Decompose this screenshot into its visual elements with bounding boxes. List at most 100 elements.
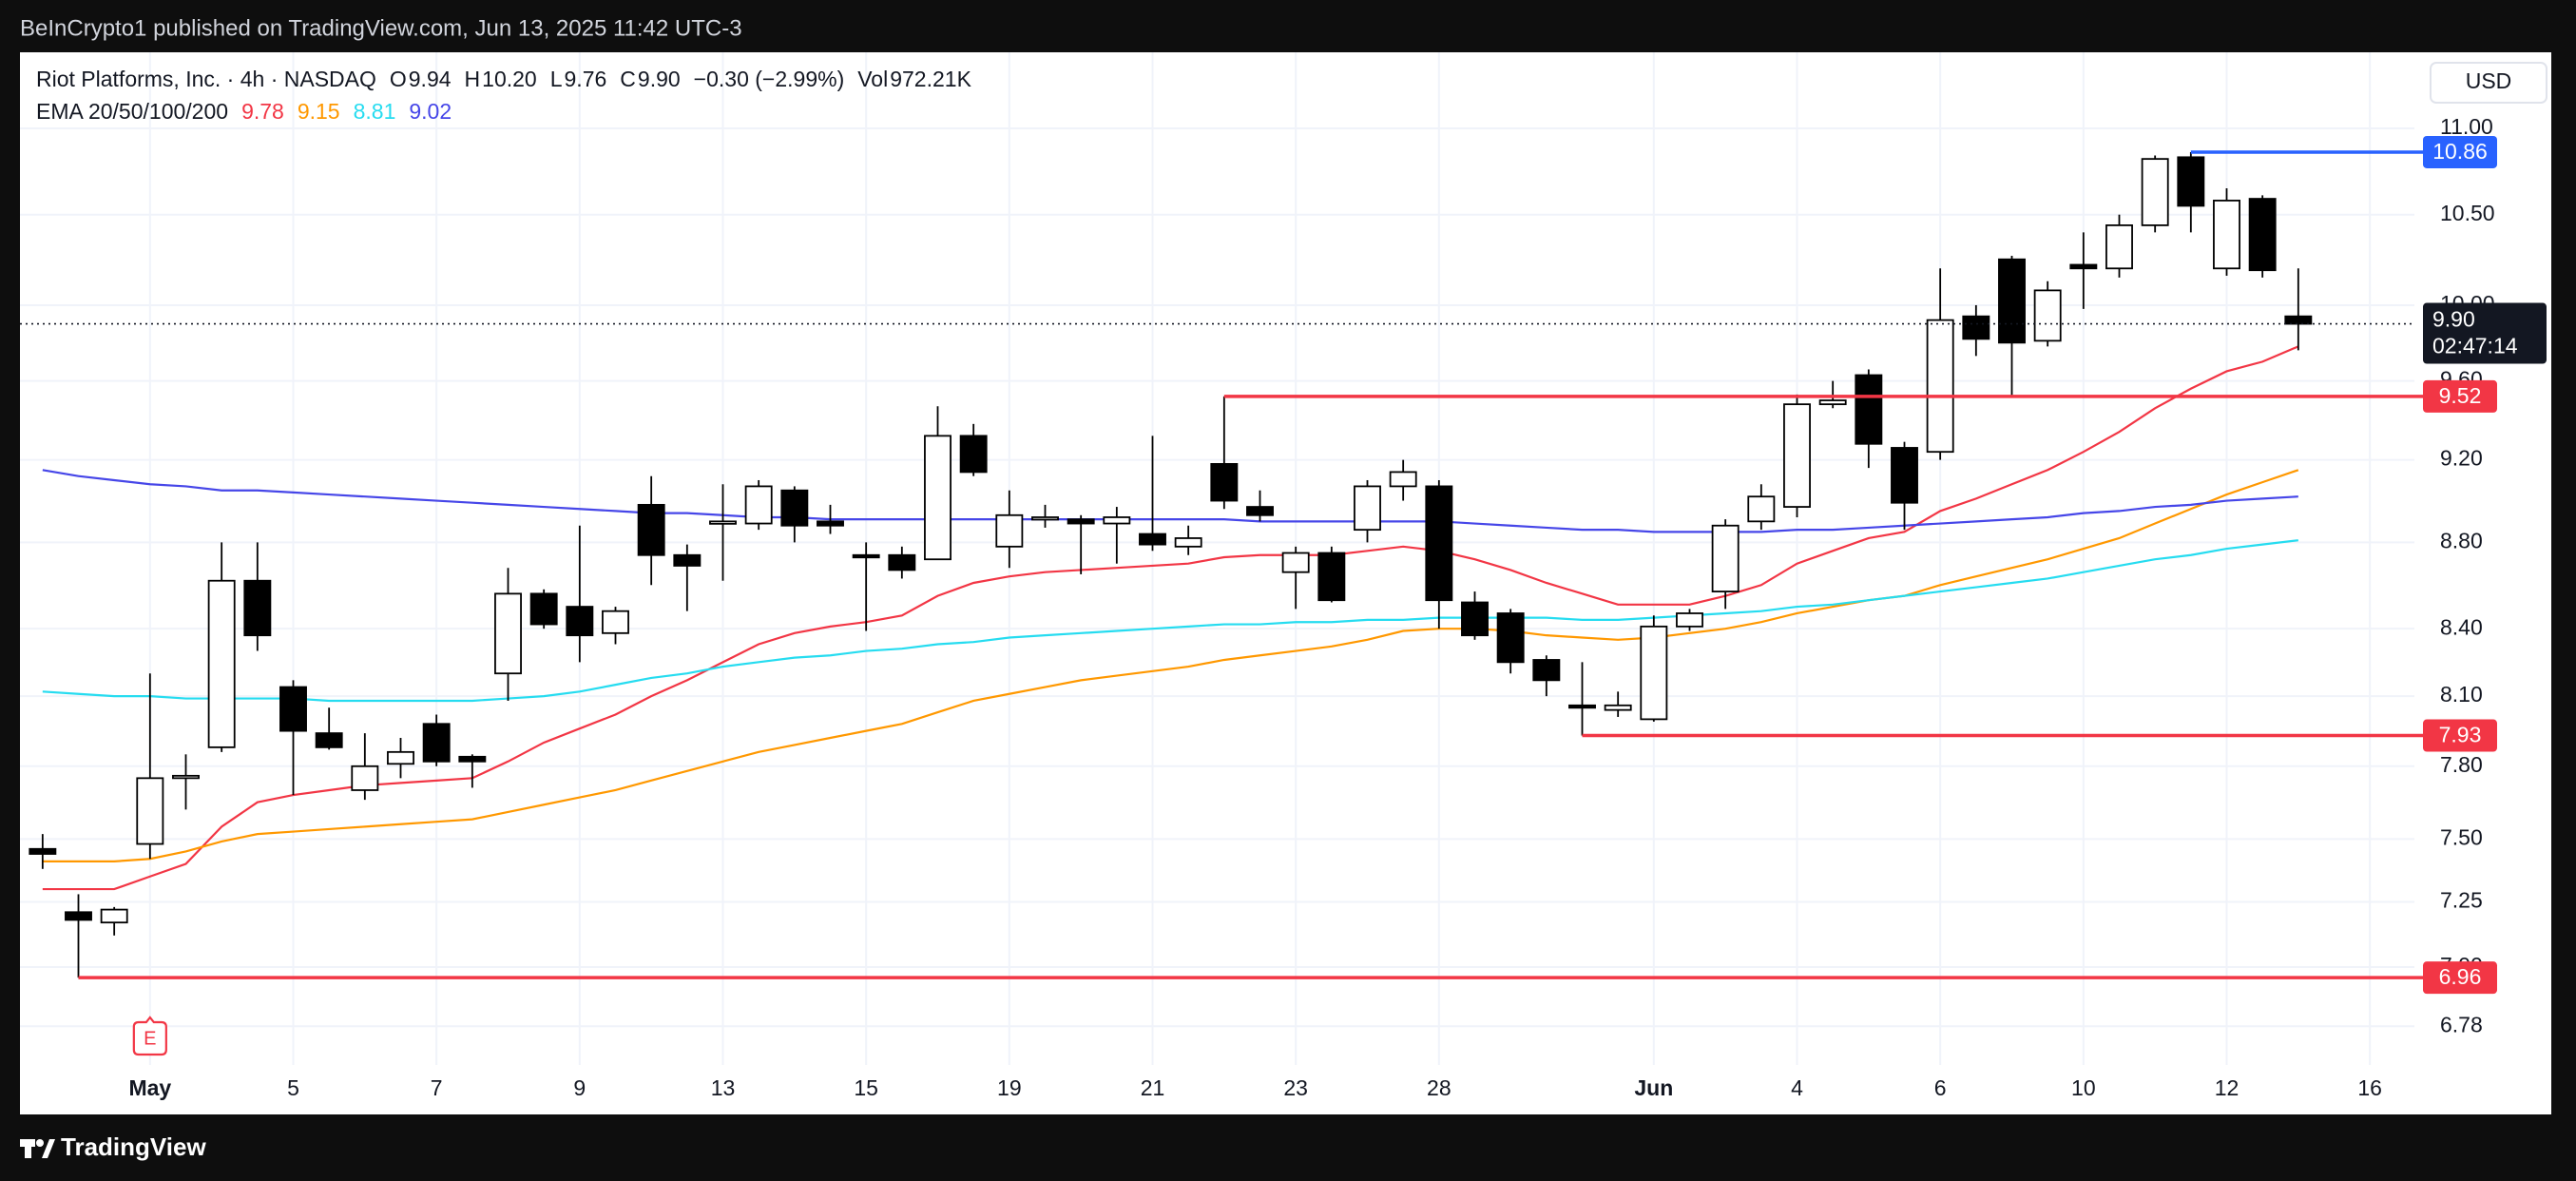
event-marker[interactable] [132, 1016, 167, 1056]
ohlc-key: C [620, 67, 636, 91]
chart-panel [20, 52, 2551, 1114]
candle-body [2284, 315, 2313, 325]
ohlc-value: 9.76 [565, 67, 607, 91]
last-price-tag [2423, 302, 2547, 364]
candle-body [1818, 399, 1847, 406]
candle-body [817, 520, 844, 527]
event-marker-label[interactable]: E [144, 1028, 156, 1049]
candle-body [1246, 506, 1274, 516]
footer-logo [20, 1139, 55, 1158]
candle-body [1281, 552, 1310, 573]
candle-body [2248, 198, 2277, 272]
x-tick-label: 6 [1934, 1075, 1947, 1100]
candle-body [172, 774, 200, 780]
candle-body [1640, 625, 1668, 721]
ohlc-value: 9.90 [638, 67, 681, 91]
candle-body [1676, 612, 1703, 628]
candle-body [2141, 158, 2169, 226]
currency-label[interactable]: USD [2466, 68, 2512, 93]
ohlc-key: H [465, 67, 481, 91]
candle-body [1711, 524, 1740, 592]
x-tick-label: 9 [573, 1075, 586, 1100]
countdown-label: 02:47:14 [2432, 334, 2518, 358]
candle-body [2033, 289, 2062, 342]
candle-body [1031, 516, 1059, 521]
candle-body [1461, 601, 1489, 637]
candle-body [494, 592, 522, 675]
candle-body [422, 723, 451, 763]
candle-body [100, 908, 128, 924]
y-tick-label: 8.10 [2440, 682, 2483, 707]
candle-body [1354, 485, 1381, 532]
x-tick-label: 13 [711, 1075, 736, 1100]
y-tick-label: 8.40 [2440, 614, 2483, 639]
candle-body [709, 520, 737, 525]
candle-body [529, 592, 558, 626]
candle-body [1174, 537, 1202, 548]
volume-key: Vol [857, 67, 888, 91]
x-tick-label: 21 [1141, 1075, 1165, 1100]
attribution: BeInCrypto1 published on TradingView.com… [20, 15, 742, 41]
ema-line [42, 469, 2298, 533]
ohlc-key: O [390, 67, 407, 91]
level-tag [2423, 135, 2497, 168]
candle-body [65, 911, 92, 921]
candle-body [1496, 612, 1525, 664]
candle-body [1604, 704, 1632, 711]
x-tick-label: 10 [2071, 1075, 2096, 1100]
x-tick-label: 28 [1427, 1075, 1451, 1100]
candle-body [1389, 471, 1417, 488]
plot-area [20, 151, 2414, 978]
y-tick-label: 7.50 [2440, 824, 2483, 849]
level-label: 10.86 [2432, 139, 2488, 164]
x-tick-label: 23 [1283, 1075, 1308, 1100]
y-tick-label: 6.78 [2440, 1012, 2483, 1036]
level-tag [2423, 719, 2497, 752]
candle-body [888, 553, 916, 571]
logo-part [25, 1139, 31, 1158]
candle-body [351, 765, 379, 791]
candle-body [1783, 403, 1811, 508]
candle-body [1532, 659, 1561, 682]
ema-line [42, 469, 2299, 862]
candle-body [1998, 258, 2026, 344]
symbol-title: Riot Platforms, Inc. · 4h · NASDAQ [36, 67, 376, 91]
ohlc-key: L [550, 67, 563, 91]
candle-body [279, 686, 307, 732]
y-tick-label: 7.80 [2440, 752, 2483, 777]
last-price-label: 9.90 [2432, 307, 2475, 332]
x-tick-label: 16 [2357, 1075, 2382, 1100]
ohlc-value: 9.94 [409, 67, 452, 91]
indicator-value: 9.02 [409, 99, 452, 124]
x-tick-label: 7 [431, 1075, 443, 1100]
indicator-value: 9.15 [298, 99, 340, 124]
indicator-value: 8.81 [354, 99, 396, 124]
symbol-legend: Riot Platforms, Inc. · 4h · NASDAQ O9.94 H… [36, 67, 972, 91]
x-tick-label: 5 [287, 1075, 299, 1100]
candle-body [243, 579, 272, 637]
candle-body [2177, 156, 2205, 207]
candle-body [1425, 485, 1453, 602]
y-tick-label: 7.25 [2440, 888, 2483, 913]
x-tick-label: 19 [997, 1075, 1022, 1100]
candle-body [1568, 704, 1596, 709]
level-tag [2423, 379, 2497, 413]
candle-body [566, 606, 594, 637]
candle-body [995, 513, 1024, 548]
candle-body [2213, 200, 2240, 270]
candle-body [780, 489, 809, 527]
currency-button[interactable] [2430, 62, 2547, 104]
candle-body [1317, 552, 1346, 602]
candle-body [959, 435, 988, 474]
level-tag [2423, 961, 2497, 995]
candle-body [1891, 447, 1918, 504]
x-tick-label: 12 [2215, 1075, 2240, 1100]
candle-body [1962, 315, 1990, 340]
candle-body [1103, 516, 1131, 525]
candle-body [744, 485, 773, 525]
candle-body [1747, 495, 1776, 523]
candle-body [1139, 532, 1166, 546]
candle-body [924, 435, 952, 561]
change-value: −0.30 (−2.99%) [694, 67, 845, 91]
